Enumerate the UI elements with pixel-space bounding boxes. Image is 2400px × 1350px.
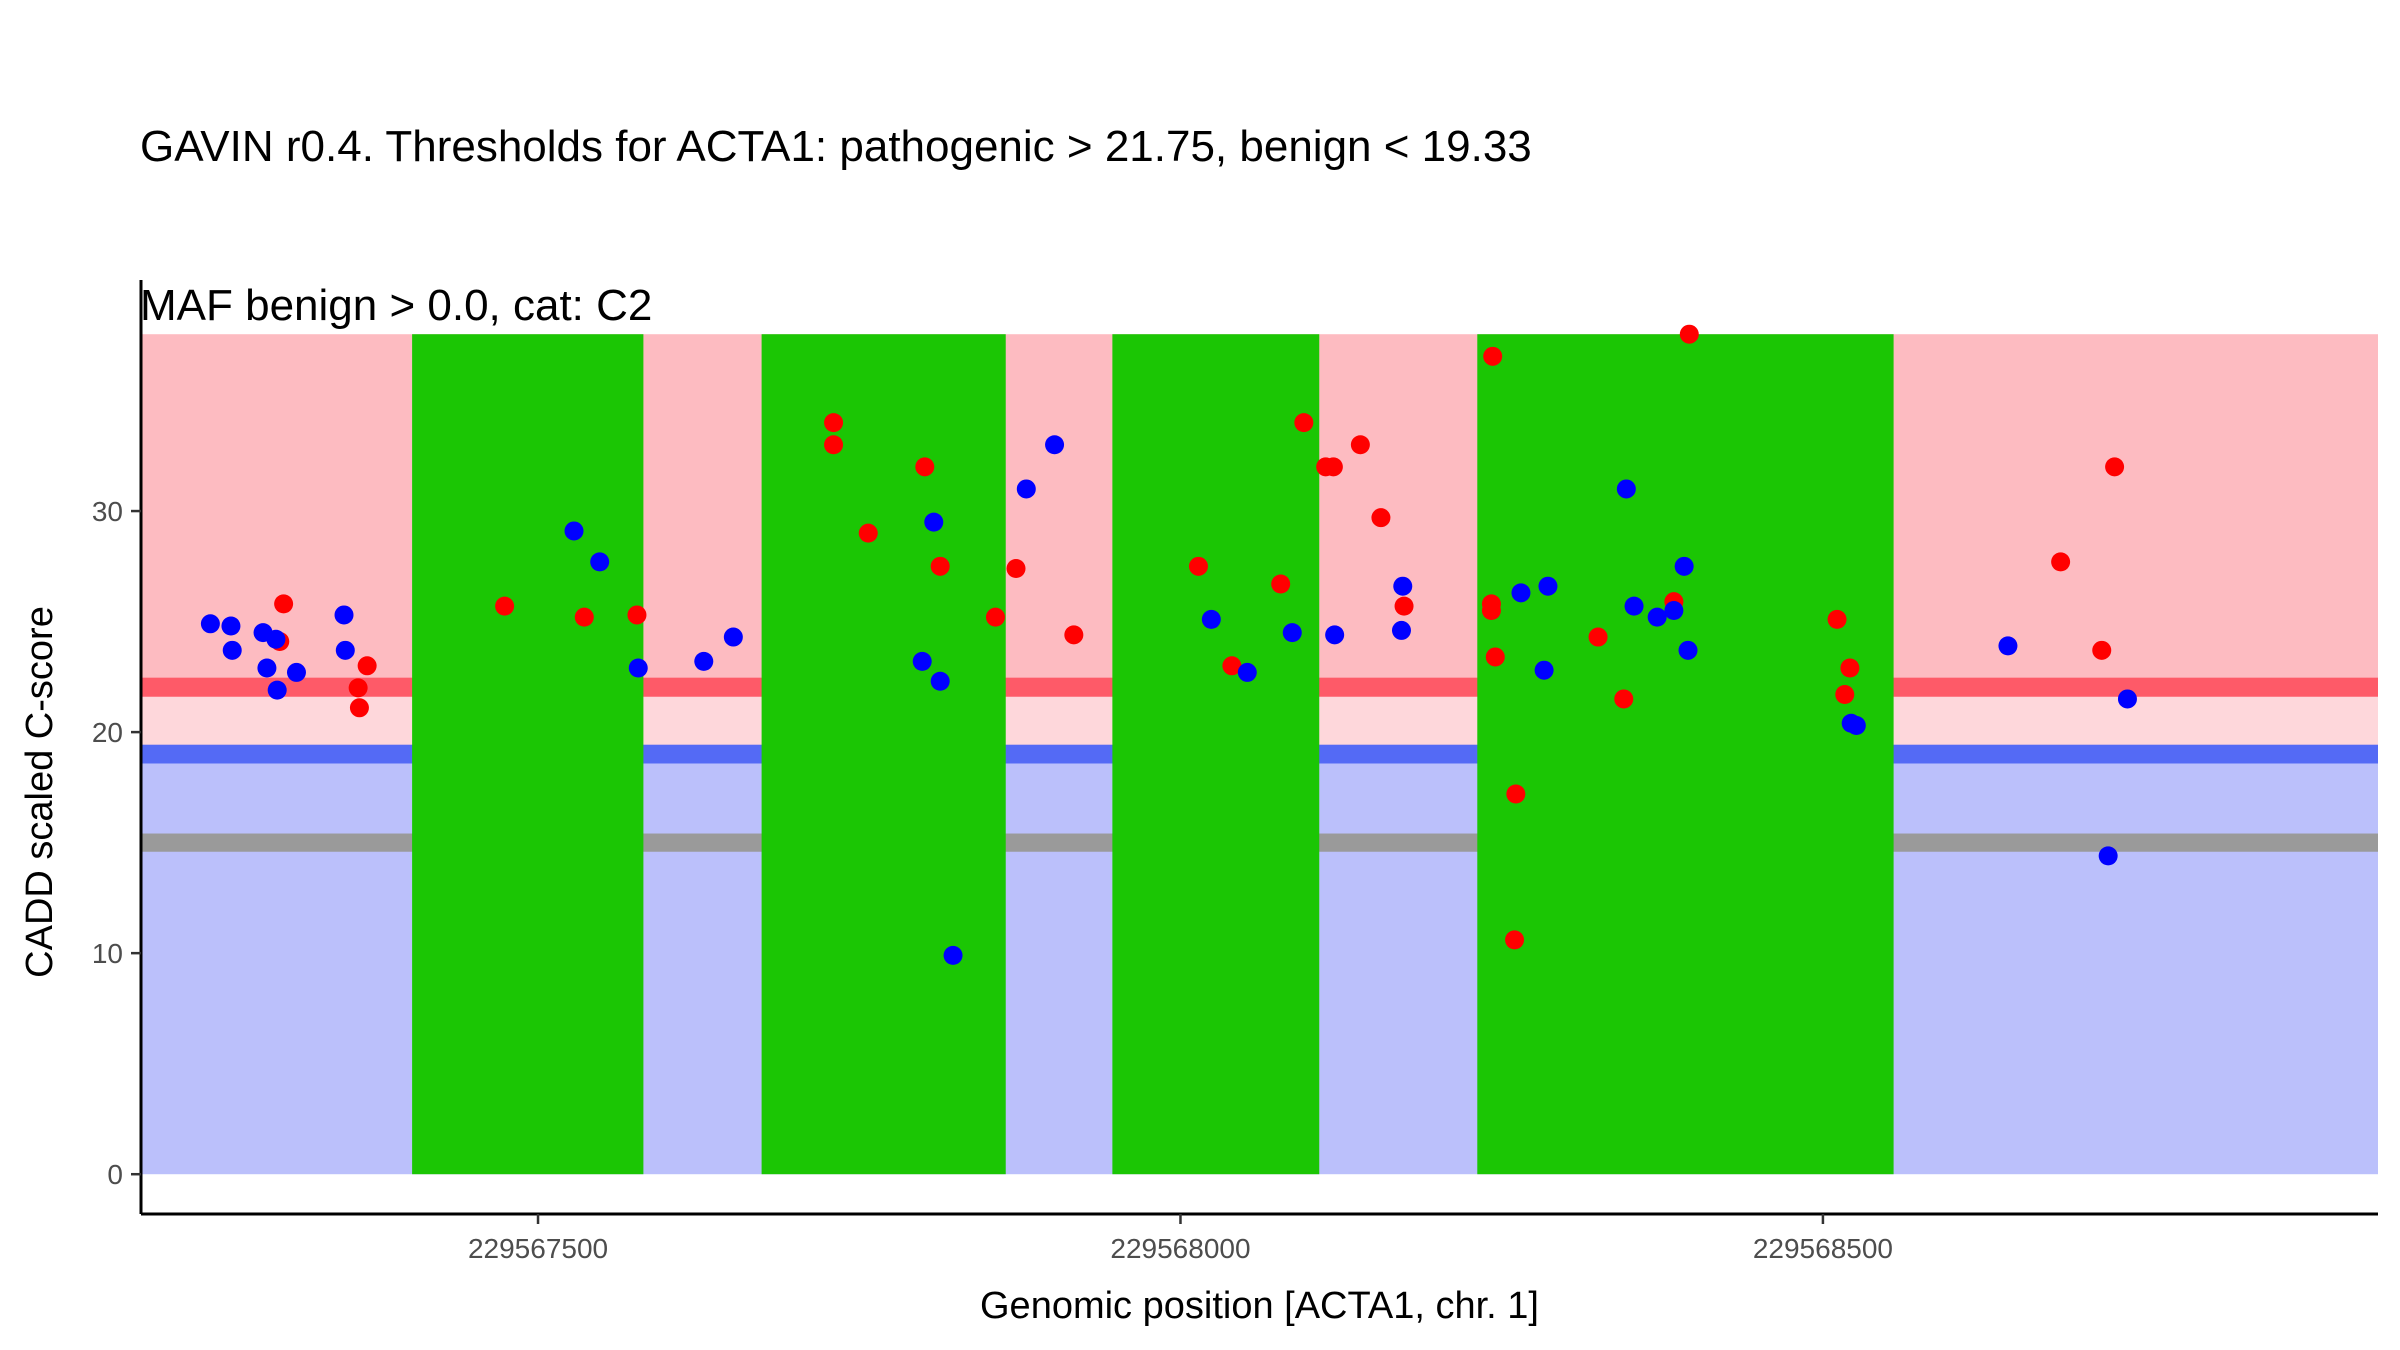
population-point [1511, 583, 1531, 603]
population-point [912, 651, 932, 671]
population-point [1391, 620, 1411, 640]
y-tick-label: 20 [92, 717, 123, 748]
pathogenic-point [627, 605, 647, 625]
pathogenic-point [824, 413, 844, 433]
population-point [694, 651, 714, 671]
pathogenic-point [1323, 457, 1343, 477]
pathogenic-point [1505, 930, 1525, 950]
exon-region [761, 334, 1006, 1175]
pathogenic-point [1064, 625, 1084, 645]
pathogenic-point [1679, 324, 1699, 344]
exon-region [1112, 334, 1320, 1175]
population-point [266, 629, 286, 649]
population-point [1016, 479, 1036, 499]
pathogenic-point [824, 435, 844, 455]
population-point [1201, 609, 1221, 629]
population-point [221, 616, 241, 636]
pathogenic-point [1614, 689, 1634, 709]
pathogenic-point [348, 678, 368, 698]
pathogenic-point [1835, 685, 1855, 705]
population-point [1534, 660, 1554, 680]
y-tick-label: 0 [107, 1159, 123, 1190]
population-point [924, 512, 944, 532]
x-tick-label: 229568000 [1110, 1233, 1250, 1264]
population-point [1846, 715, 1866, 735]
pathogenic-point [930, 556, 950, 576]
pathogenic-point [1827, 609, 1847, 629]
pathogenic-point [858, 523, 878, 543]
population-point [257, 658, 277, 678]
population-point [1647, 607, 1667, 627]
pathogenic-point [2105, 457, 2125, 477]
population-point [286, 662, 306, 682]
pathogenic-point [1294, 413, 1314, 433]
population-point [628, 658, 648, 678]
population-point [1045, 435, 1065, 455]
pathogenic-point [1588, 627, 1608, 647]
population-point [723, 627, 743, 647]
pathogenic-point [985, 607, 1005, 627]
population-point [930, 671, 950, 691]
population-point [2098, 846, 2118, 866]
population-point [943, 945, 963, 965]
pathogenic-point [357, 656, 377, 676]
pathogenic-point [1371, 508, 1391, 528]
y-tick-label: 30 [92, 496, 123, 527]
pathogenic-point [2092, 640, 2112, 660]
pathogenic-point [1271, 574, 1291, 594]
pathogenic-point [1481, 601, 1501, 621]
x-axis-label: Genomic position [ACTA1, chr. 1] [980, 1285, 1539, 1327]
exon-regions [412, 334, 1894, 1175]
exon-region [412, 334, 644, 1175]
population-point [1538, 576, 1558, 596]
population-point [1616, 479, 1636, 499]
y-axis-label: CADD scaled C-score [19, 606, 61, 978]
pathogenic-point [915, 457, 935, 477]
data-points [200, 324, 2137, 965]
x-tick-label: 229568500 [1753, 1233, 1893, 1264]
population-point [1624, 596, 1644, 616]
pathogenic-point [1485, 647, 1505, 667]
y-tick-label: 10 [92, 938, 123, 969]
exon-region [1477, 334, 1894, 1175]
pathogenic-point [1188, 556, 1208, 576]
axes: 0 10 20 30 229567500 229568000 229568500 [92, 280, 2378, 1264]
pathogenic-point [274, 594, 294, 614]
pathogenic-point [1222, 656, 1242, 676]
pathogenic-point [495, 596, 515, 616]
pathogenic-point [1506, 784, 1526, 804]
population-point [222, 640, 242, 660]
population-point [1393, 576, 1413, 596]
population-point [1998, 636, 2018, 656]
population-point [564, 521, 584, 541]
population-point [1325, 625, 1345, 645]
population-point [1678, 640, 1698, 660]
pathogenic-point [1840, 658, 1860, 678]
pathogenic-point [574, 607, 594, 627]
population-point [2117, 689, 2137, 709]
pathogenic-point [1350, 435, 1370, 455]
population-point [1664, 601, 1684, 621]
population-point [335, 640, 355, 660]
population-point [267, 680, 287, 700]
population-point [200, 614, 220, 634]
pathogenic-point [1006, 559, 1026, 579]
population-point [1237, 662, 1257, 682]
pathogenic-point [1394, 596, 1414, 616]
pathogenic-point [349, 698, 369, 718]
x-tick-label: 229567500 [468, 1233, 608, 1264]
population-point [334, 605, 354, 625]
population-point [1282, 623, 1302, 643]
title-line-2: MAF benign > 0.0, cat: C2 [140, 281, 653, 330]
population-point [1674, 556, 1694, 576]
population-point [590, 552, 610, 572]
pathogenic-point [1483, 346, 1503, 366]
title-line-1: GAVIN r0.4. Thresholds for ACTA1: pathog… [140, 122, 1532, 171]
pathogenic-point [2051, 552, 2071, 572]
